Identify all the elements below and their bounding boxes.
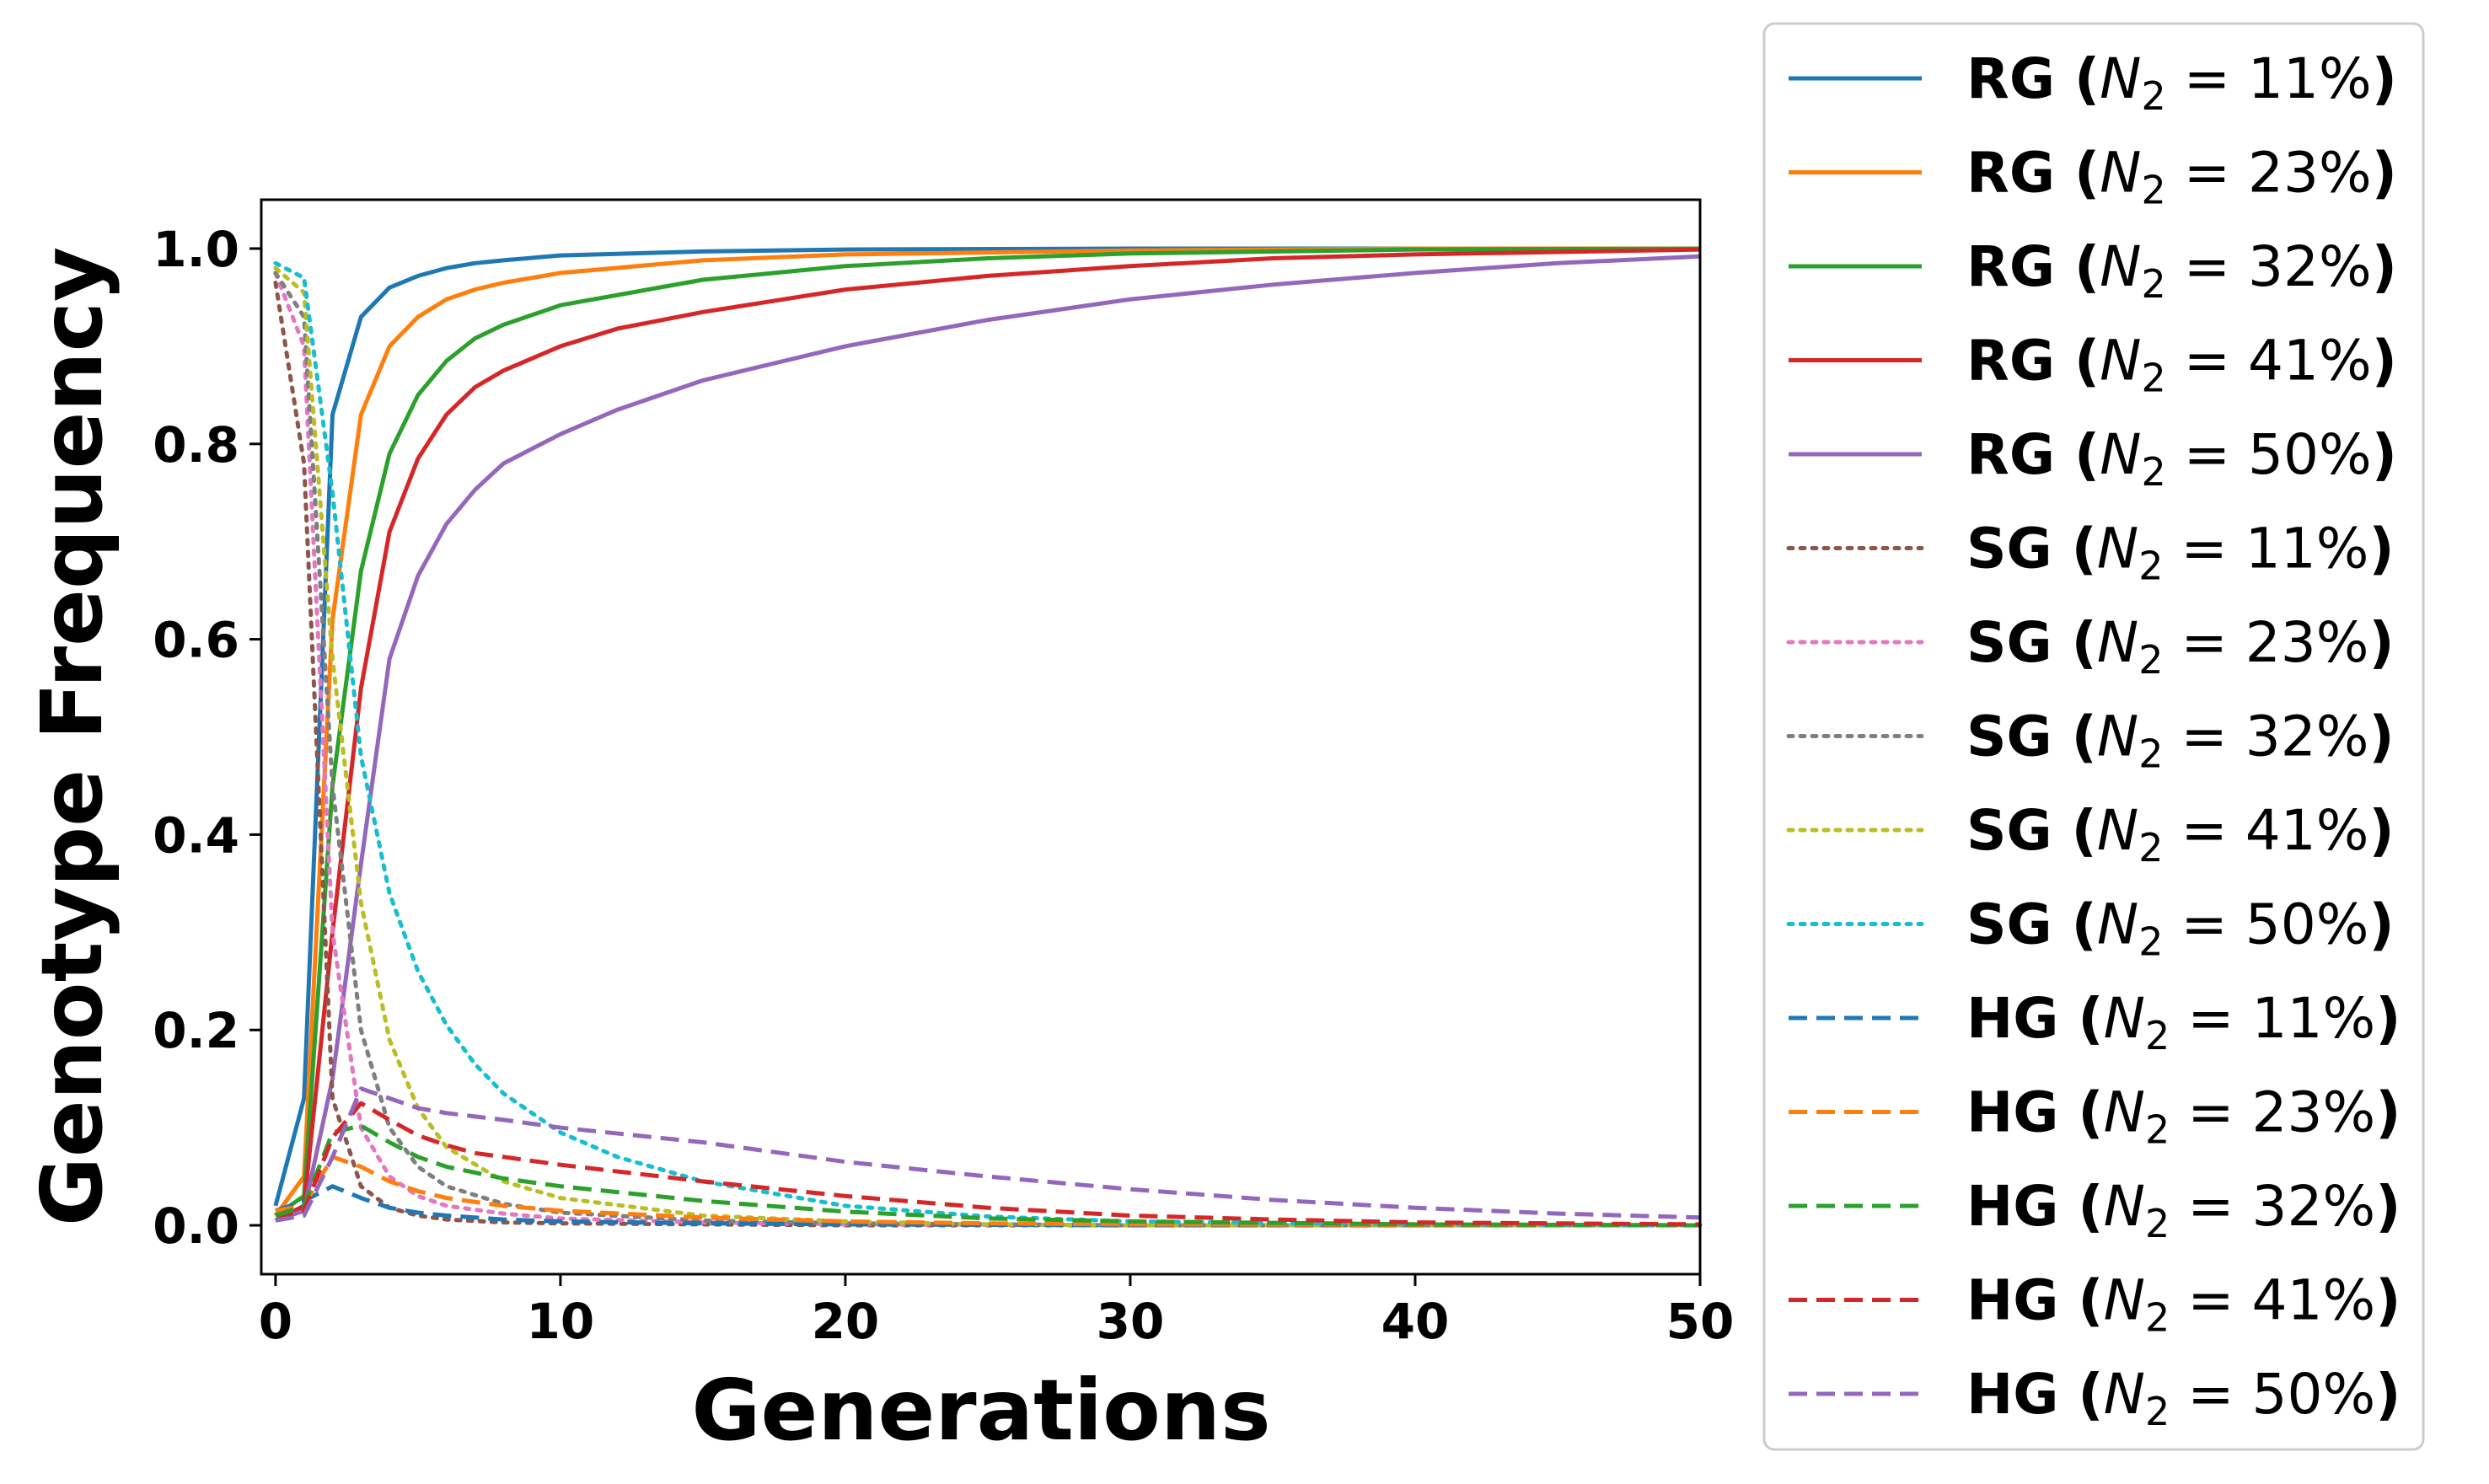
series-line-hg-11: [275, 1184, 1700, 1228]
x-tick-label: 10: [527, 1293, 595, 1350]
plot-lines: [273, 246, 1703, 1228]
series-line-rg-11: [273, 246, 1700, 1207]
series-line-sg-50: [273, 260, 1703, 1228]
series-line-hg-23: [275, 1155, 1701, 1228]
series-line-sg-32: [273, 271, 1703, 1228]
legend-label-sg-11: SG (N2 = 11%): [1966, 517, 2395, 589]
legend-label-hg-23: HG (N2 = 23%): [1966, 1080, 2400, 1153]
legend-frame: [1762, 22, 2425, 1451]
series-line-rg-32: [274, 246, 1701, 1218]
legend-label-hg-50: HG (N2 = 50%): [1966, 1362, 2400, 1434]
legend-label-rg-32: RG (N2 = 32%): [1966, 234, 2397, 307]
legend-label-sg-50: SG (N2 = 50%): [1966, 892, 2395, 965]
x-tick-label: 50: [1666, 1293, 1735, 1350]
legend-label-rg-11: RG (N2 = 11%): [1966, 46, 2397, 119]
legend-label-sg-32: SG (N2 = 32%): [1966, 704, 2395, 777]
series-line-rg-41: [274, 247, 1701, 1223]
legend-label-sg-23: SG (N2 = 23%): [1966, 610, 2395, 683]
series-line-hg-41: [275, 1101, 1701, 1227]
x-tick-label: 30: [1097, 1293, 1165, 1350]
y-tick-label: 1.0: [153, 221, 239, 278]
series-line-sg-11: [273, 281, 1703, 1228]
series-line-rg-23: [273, 246, 1700, 1217]
series-line-sg-23: [273, 271, 1703, 1228]
legend: RG (N2 = 11%) RG (N2 = 23%) RG (N2 = 32%) R…: [1762, 22, 2425, 1451]
legend-label-hg-41: HG (N2 = 41%): [1966, 1268, 2400, 1341]
x-axis-ticks: 0 10 20 30 40 50: [259, 1274, 1735, 1350]
y-tick-label: 0.0: [153, 1197, 239, 1255]
y-tick-label: 0.4: [153, 806, 239, 864]
x-tick-label: 0: [259, 1293, 292, 1350]
x-axis-title: Generations: [691, 1361, 1270, 1460]
legend-label-rg-50: RG (N2 = 50%): [1966, 422, 2397, 495]
series-line-rg-50: [275, 254, 1701, 1223]
legend-label-sg-41: SG (N2 = 41%): [1966, 798, 2395, 871]
y-tick-label: 0.6: [153, 612, 239, 669]
y-axis-title: Genotype Frequency: [23, 247, 121, 1226]
legend-label-rg-23: RG (N2 = 23%): [1966, 141, 2397, 213]
y-tick-label: 0.2: [153, 1002, 239, 1059]
x-tick-label: 40: [1381, 1293, 1450, 1350]
legend-label-rg-41: RG (N2 = 41%): [1966, 329, 2397, 401]
plot-frame: [260, 198, 1702, 1276]
x-tick-label: 20: [812, 1293, 880, 1350]
y-axis-ticks: 0.0 0.2 0.4 0.6 0.8 1.0: [153, 221, 261, 1255]
y-tick-label: 0.8: [153, 416, 239, 474]
legend-label-hg-11: HG (N2 = 11%): [1966, 986, 2400, 1058]
legend-label-hg-32: HG (N2 = 32%): [1966, 1174, 2400, 1246]
series-line-hg-50: [275, 1086, 1701, 1223]
series-line-sg-41: [273, 265, 1703, 1228]
